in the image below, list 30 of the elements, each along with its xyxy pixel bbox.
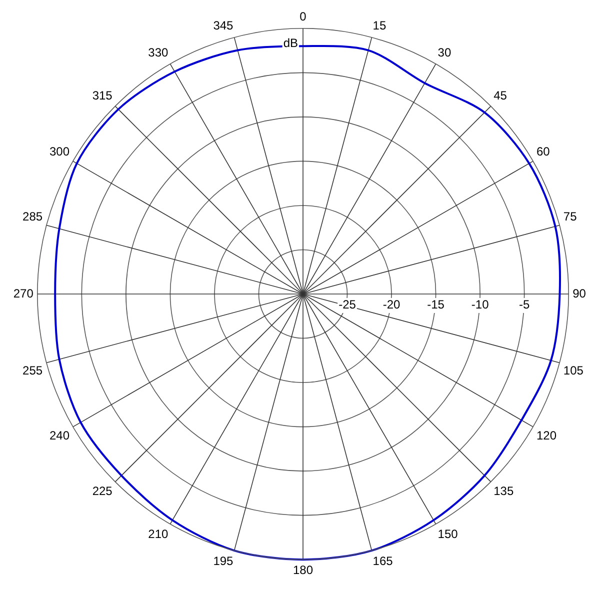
spoke-label: 105 xyxy=(563,363,584,378)
spoke-label: 345 xyxy=(213,18,234,33)
spoke-label: 330 xyxy=(148,46,169,60)
text: dB xyxy=(283,36,298,50)
spoke-label: 15 xyxy=(372,18,386,33)
spoke-label: 135 xyxy=(494,484,514,498)
y-tick-label: -5 xyxy=(518,297,530,312)
spoke-label: 300 xyxy=(49,144,70,158)
spoke-label: 165 xyxy=(372,554,394,568)
spoke-label: 45 xyxy=(494,88,508,102)
spoke-label: 240 xyxy=(49,428,70,442)
spoke-label: 75 xyxy=(563,209,578,224)
spoke-label: 30 xyxy=(438,46,452,60)
y-tick-label: -25 xyxy=(338,297,356,312)
spoke-label: 285 xyxy=(22,209,43,224)
y-tick-label: -15 xyxy=(427,297,445,312)
spoke-label: 90 xyxy=(572,286,586,300)
spoke-label: 195 xyxy=(213,554,234,568)
spoke-label: 60 xyxy=(536,144,550,158)
spoke-label: 120 xyxy=(536,428,557,442)
spoke-label: 210 xyxy=(148,526,169,541)
spoke-label: 0 xyxy=(300,10,307,24)
spoke-label: 315 xyxy=(92,88,113,102)
y-tick-label: -20 xyxy=(382,297,401,312)
spoke-label: 225 xyxy=(92,484,113,498)
spoke-label: 255 xyxy=(22,363,43,378)
spoke-label: 180 xyxy=(292,563,314,578)
y-tick-label: -10 xyxy=(471,297,490,312)
spoke-label: 150 xyxy=(438,526,458,541)
spoke-label: 270 xyxy=(13,286,34,300)
